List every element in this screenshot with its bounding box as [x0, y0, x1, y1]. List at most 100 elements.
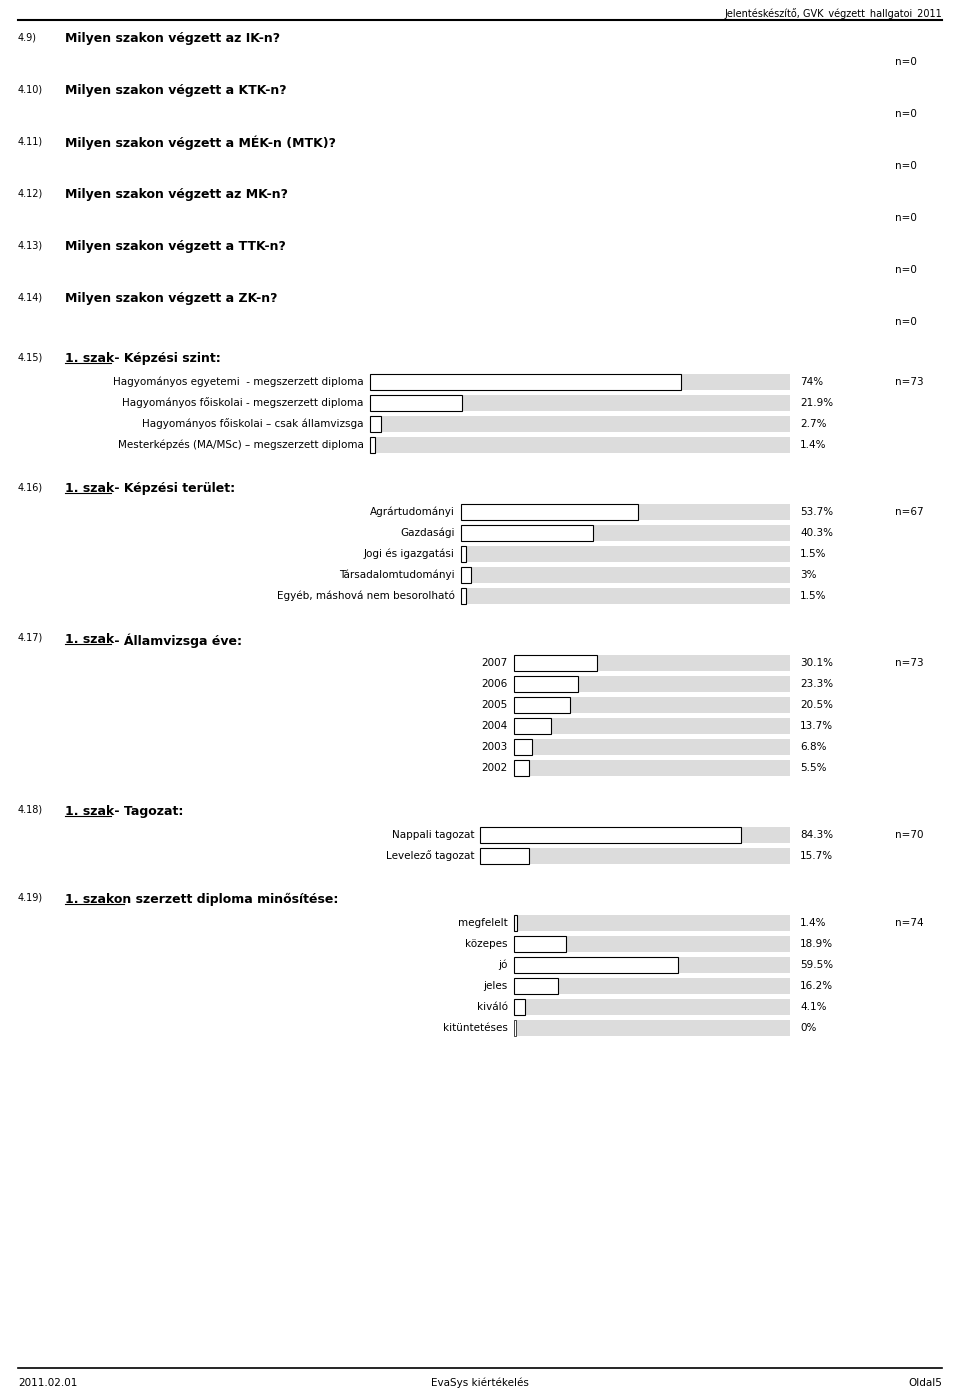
Text: Gazdasági: Gazdasági: [400, 527, 455, 538]
Text: Mesterképzés (MA/MSc) – megszerzett diploma: Mesterképzés (MA/MSc) – megszerzett dipl…: [118, 439, 364, 451]
Text: Hagyományos főiskolai – csak államvizsga: Hagyományos főiskolai – csak államvizsga: [142, 418, 364, 430]
Text: n=0: n=0: [895, 57, 917, 67]
Bar: [514, 978, 790, 995]
Bar: [370, 416, 381, 432]
Bar: [514, 698, 570, 713]
Bar: [514, 1020, 516, 1036]
Text: 1.5%: 1.5%: [800, 591, 827, 601]
Bar: [480, 827, 741, 843]
Bar: [370, 374, 681, 391]
Text: 53.7%: 53.7%: [800, 506, 833, 518]
Text: Levelező tagozat: Levelező tagozat: [386, 851, 474, 862]
Bar: [514, 656, 790, 671]
Text: EvaSys kiértékelés: EvaSys kiértékelés: [431, 1378, 529, 1388]
Text: 2005: 2005: [481, 700, 508, 710]
Bar: [370, 395, 790, 412]
Text: 4.14): 4.14): [18, 292, 43, 301]
Text: 4.10): 4.10): [18, 84, 43, 93]
Bar: [514, 915, 790, 930]
Text: megfelelt: megfelelt: [458, 918, 508, 928]
Text: - Képzési terület:: - Képzési terület:: [110, 483, 235, 495]
Text: 30.1%: 30.1%: [800, 658, 833, 668]
Bar: [370, 416, 790, 432]
Text: 59.5%: 59.5%: [800, 960, 833, 970]
Bar: [370, 437, 790, 453]
Bar: [514, 739, 790, 755]
Bar: [514, 915, 517, 930]
Text: n=73: n=73: [895, 658, 924, 668]
Bar: [514, 936, 790, 951]
Text: 4.12): 4.12): [18, 188, 43, 198]
Text: 84.3%: 84.3%: [800, 830, 833, 840]
Text: 74%: 74%: [800, 377, 823, 386]
Text: 4.19): 4.19): [18, 893, 43, 903]
Text: 1. szak: 1. szak: [65, 352, 114, 365]
Text: kiváló: kiváló: [476, 1002, 508, 1011]
Text: Jelentéskészítő, GVK_végzett_hallgatoi_2011: Jelentéskészítő, GVK_végzett_hallgatoi_2…: [724, 8, 942, 20]
Bar: [514, 999, 525, 1016]
Text: 2003: 2003: [481, 742, 508, 752]
Text: 6.8%: 6.8%: [800, 742, 827, 752]
Bar: [514, 760, 529, 776]
Bar: [514, 698, 790, 713]
Text: Jogi és igazgatási: Jogi és igazgatási: [364, 548, 455, 559]
Bar: [514, 957, 678, 972]
Text: 1.4%: 1.4%: [800, 918, 827, 928]
Text: 21.9%: 21.9%: [800, 398, 833, 407]
Text: n=0: n=0: [895, 265, 917, 275]
Bar: [461, 545, 466, 562]
Text: 1.4%: 1.4%: [800, 439, 827, 451]
Bar: [514, 718, 790, 734]
Text: 2.7%: 2.7%: [800, 418, 827, 430]
Bar: [480, 827, 790, 843]
Bar: [514, 739, 533, 755]
Text: n=0: n=0: [895, 213, 917, 223]
Bar: [514, 1020, 790, 1036]
Text: Hagyományos egyetemi  - megszerzett diploma: Hagyományos egyetemi - megszerzett diplo…: [113, 377, 364, 388]
Bar: [514, 999, 790, 1016]
Bar: [461, 566, 790, 583]
Text: 16.2%: 16.2%: [800, 981, 833, 990]
Bar: [514, 656, 597, 671]
Text: Milyen szakon végzett az MK-n?: Milyen szakon végzett az MK-n?: [65, 188, 288, 201]
Text: n=73: n=73: [895, 377, 924, 386]
Bar: [461, 525, 790, 541]
Text: 4.17): 4.17): [18, 633, 43, 643]
Text: 40.3%: 40.3%: [800, 527, 833, 538]
Text: n=74: n=74: [895, 918, 924, 928]
Bar: [514, 936, 565, 951]
Text: 20.5%: 20.5%: [800, 700, 833, 710]
Text: Milyen szakon végzett a TTK-n?: Milyen szakon végzett a TTK-n?: [65, 240, 286, 252]
Bar: [514, 760, 790, 776]
Text: 1. szak: 1. szak: [65, 483, 114, 495]
Text: 1. szakon szerzett diploma minősítése:: 1. szakon szerzett diploma minősítése:: [65, 893, 338, 907]
Text: n=70: n=70: [895, 830, 924, 840]
Text: közepes: közepes: [465, 939, 508, 949]
Bar: [461, 589, 466, 604]
Bar: [370, 374, 790, 391]
Text: n=0: n=0: [895, 160, 917, 172]
Text: Egyéb, máshová nem besorolható: Egyéb, máshová nem besorolható: [276, 590, 455, 601]
Text: 4.13): 4.13): [18, 240, 43, 250]
Text: 4.18): 4.18): [18, 805, 43, 815]
Text: n=0: n=0: [895, 109, 917, 119]
Text: 2002: 2002: [481, 763, 508, 773]
Text: 3%: 3%: [800, 571, 817, 580]
Text: 5.5%: 5.5%: [800, 763, 827, 773]
Text: - Képzési szint:: - Képzési szint:: [110, 352, 221, 365]
Text: 4.1%: 4.1%: [800, 1002, 827, 1011]
Bar: [370, 395, 462, 412]
Bar: [461, 545, 790, 562]
Text: 4.11): 4.11): [18, 135, 43, 146]
Text: jeles: jeles: [483, 981, 508, 990]
Text: jó: jó: [498, 960, 508, 971]
Text: Társadalomtudományi: Társadalomtudományi: [339, 569, 455, 580]
Bar: [461, 589, 790, 604]
Bar: [461, 525, 593, 541]
Text: 2004: 2004: [481, 721, 508, 731]
Text: 4.16): 4.16): [18, 483, 43, 492]
Bar: [461, 504, 637, 520]
Text: Hagyományos főiskolai - megszerzett diploma: Hagyományos főiskolai - megszerzett dipl…: [122, 398, 364, 409]
Bar: [514, 718, 551, 734]
Text: n=0: n=0: [895, 317, 917, 326]
